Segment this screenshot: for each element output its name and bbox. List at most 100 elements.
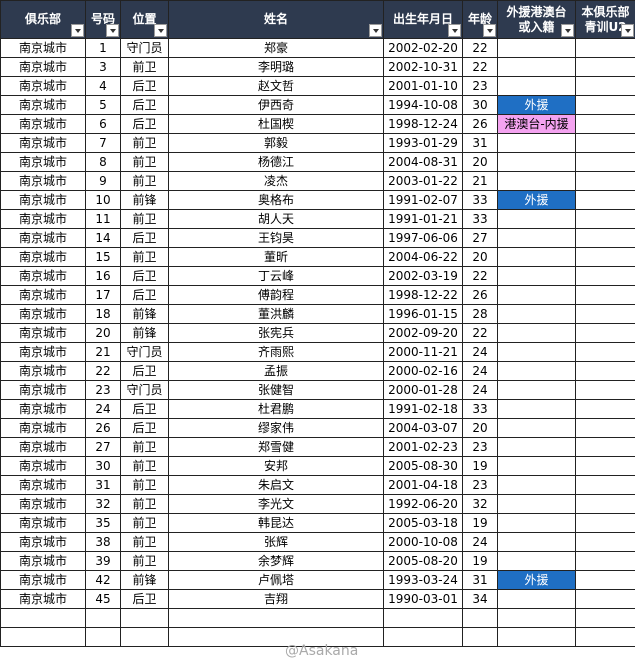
column-header: 俱乐部 [0, 0, 86, 39]
cell [497, 589, 576, 609]
cell: 南京城市 [0, 285, 86, 305]
cell: 南京城市 [0, 551, 86, 571]
header-text: 位置 [132, 12, 157, 26]
cell [575, 152, 635, 172]
cell: 17 [85, 285, 121, 305]
cell: 前锋 [120, 570, 169, 590]
cell [497, 475, 576, 495]
cell: 1993-03-24 [383, 570, 463, 590]
cell: 2002-10-31 [383, 57, 463, 77]
cell: 南京城市 [0, 57, 86, 77]
cell: 2002-09-20 [383, 323, 463, 343]
row: 南京城市 45 后卫 吉翔 1990-03-01 34 [0, 589, 635, 609]
cell [575, 76, 635, 96]
header-text: 外援港澳台 [506, 4, 567, 19]
filter-button[interactable] [71, 24, 84, 37]
cell: 南京城市 [0, 532, 86, 552]
cell: 后卫 [120, 76, 169, 96]
cell: 安邦 [168, 456, 384, 476]
cell: 前锋 [120, 190, 169, 210]
cell: 前卫 [120, 494, 169, 514]
cell [497, 342, 576, 362]
cell [497, 171, 576, 191]
row: 南京城市 11 前卫 胡人天 1991-01-21 33 [0, 209, 635, 229]
cell: 南京城市 [0, 266, 86, 286]
cell: 24 [462, 342, 498, 362]
cell: 24 [462, 380, 498, 400]
cell: 南京城市 [0, 133, 86, 153]
cell: 郑雪健 [168, 437, 384, 457]
cell: 南京城市 [0, 323, 86, 343]
row: 南京城市 42 前锋 卢佩塔 1993-03-24 31 外援 [0, 570, 635, 590]
filter-button[interactable] [448, 24, 461, 37]
column-header: 外援港澳台 或入籍 [497, 0, 576, 39]
header-text: 姓名 [263, 12, 288, 26]
filter-button[interactable] [369, 24, 382, 37]
cell: 23 [462, 475, 498, 495]
filter-button[interactable] [154, 24, 167, 37]
watermark: @Asakana [285, 643, 359, 659]
cell: 杨德江 [168, 152, 384, 172]
filter-button[interactable] [106, 24, 119, 37]
cell: 傅韵程 [168, 285, 384, 305]
cell: 19 [462, 513, 498, 533]
cell: 2000-02-16 [383, 361, 463, 381]
cell: 南京城市 [0, 342, 86, 362]
cell: 南京城市 [0, 190, 86, 210]
cell: 前卫 [120, 152, 169, 172]
cell: 张宪兵 [168, 323, 384, 343]
header-text: 年龄 [467, 12, 492, 26]
cell: 15 [85, 247, 121, 267]
cell [575, 190, 635, 210]
cell [497, 228, 576, 248]
cell: 后卫 [120, 361, 169, 381]
cell: 3 [85, 57, 121, 77]
filter-button[interactable] [621, 24, 634, 37]
cell [575, 247, 635, 267]
cell: 后卫 [120, 418, 169, 438]
cell: 外援 [497, 570, 576, 590]
cell: 23 [85, 380, 121, 400]
cell [575, 171, 635, 191]
row: 南京城市 39 前卫 余梦辉 2005-08-20 19 [0, 551, 635, 571]
cell: 2004-03-07 [383, 418, 463, 438]
cell: 26 [462, 285, 498, 305]
row: 南京城市 22 后卫 孟振 2000-02-16 24 [0, 361, 635, 381]
cell [497, 247, 576, 267]
row: 南京城市 23 守门员 张健智 2000-01-28 24 [0, 380, 635, 400]
cell: 前卫 [120, 456, 169, 476]
cell: 赵文哲 [168, 76, 384, 96]
cell: 23 [462, 437, 498, 457]
cell: 27 [85, 437, 121, 457]
cell [575, 399, 635, 419]
cell [575, 380, 635, 400]
row: 南京城市 6 后卫 杜国楔 1998-12-24 26 港澳台-内援 [0, 114, 635, 134]
cell: 31 [462, 133, 498, 153]
row: 南京城市 35 前卫 韩昆达 2005-03-18 19 [0, 513, 635, 533]
row: 南京城市 18 前锋 董洪麟 1996-01-15 28 [0, 304, 635, 324]
row: 南京城市 7 前卫 郭毅 1993-01-29 31 [0, 133, 635, 153]
cell: 南京城市 [0, 152, 86, 172]
cell [497, 627, 576, 647]
cell: 齐雨熙 [168, 342, 384, 362]
filter-button[interactable] [483, 24, 496, 37]
cell: 20 [462, 152, 498, 172]
cell: 1990-03-01 [383, 589, 463, 609]
cell [575, 342, 635, 362]
cell: 守门员 [120, 342, 169, 362]
cell [497, 456, 576, 476]
cell: 2005-08-20 [383, 551, 463, 571]
cell: 张辉 [168, 532, 384, 552]
cell: 朱启文 [168, 475, 384, 495]
cell: 32 [85, 494, 121, 514]
cell: 港澳台-内援 [497, 114, 576, 134]
cell: 前卫 [120, 57, 169, 77]
cell: 李明璐 [168, 57, 384, 77]
cell [462, 627, 498, 647]
filter-button[interactable] [561, 24, 574, 37]
cell [497, 437, 576, 457]
cell: 1994-10-08 [383, 95, 463, 115]
cell: 董昕 [168, 247, 384, 267]
cell: 28 [462, 304, 498, 324]
row: 南京城市 38 前卫 张辉 2000-10-08 24 [0, 532, 635, 552]
